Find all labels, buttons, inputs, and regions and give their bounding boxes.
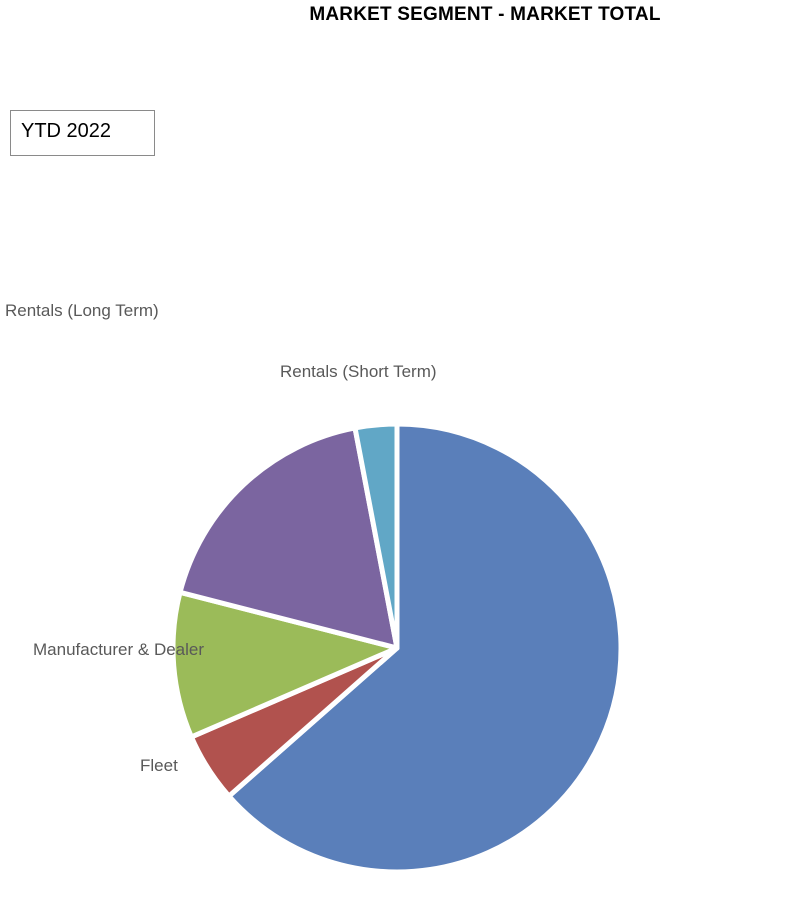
- slice-label-rentals-long-term: Rentals (Long Term): [5, 301, 159, 320]
- pie-slice-rentals-short-term[interactable]: [352, 421, 400, 651]
- chart-title: MARKET SEGMENT - MARKET TOTAL: [309, 4, 661, 25]
- pie-slice-rentals-long-term[interactable]: [177, 425, 400, 651]
- slice-label-rentals-short-term: Rentals (Short Term): [280, 362, 437, 381]
- pie-slice-retail[interactable]: [226, 421, 624, 875]
- slice-label-fleet: Fleet: [140, 756, 178, 775]
- period-filter-box[interactable]: YTD 2022: [10, 110, 155, 156]
- pie-slice-manufacturer-dealer[interactable]: [170, 589, 400, 740]
- slice-label-manufacturer-dealer: Manufacturer & Dealer: [33, 640, 204, 659]
- period-filter-label: YTD 2022: [21, 120, 112, 142]
